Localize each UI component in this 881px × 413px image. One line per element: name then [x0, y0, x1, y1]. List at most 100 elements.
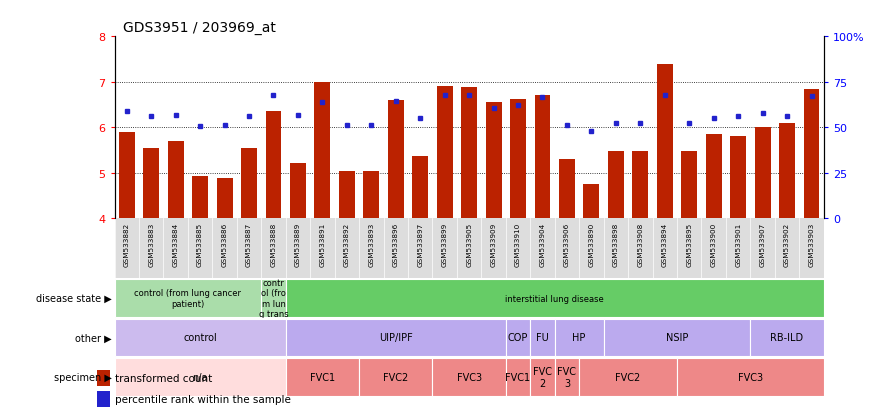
- Text: FVC
2: FVC 2: [533, 366, 552, 388]
- Text: FVC3: FVC3: [737, 372, 763, 382]
- Text: GSM533904: GSM533904: [539, 222, 545, 266]
- Bar: [119, 133, 135, 219]
- Text: GSM533892: GSM533892: [344, 222, 350, 266]
- Text: control: control: [183, 332, 217, 343]
- Text: GSM533903: GSM533903: [809, 222, 815, 266]
- Bar: [339, 171, 355, 219]
- Text: GSM533896: GSM533896: [393, 222, 399, 266]
- Bar: [583, 185, 599, 219]
- Bar: [706, 135, 722, 219]
- Bar: [530, 358, 555, 396]
- Bar: [461, 88, 478, 219]
- Text: disease state ▶: disease state ▶: [36, 293, 112, 304]
- Bar: [555, 358, 579, 396]
- Bar: [510, 100, 526, 219]
- Bar: [290, 164, 306, 219]
- Bar: [285, 280, 824, 317]
- Text: GSM533910: GSM533910: [515, 222, 521, 266]
- Bar: [437, 87, 453, 219]
- Text: GSM533894: GSM533894: [662, 222, 668, 266]
- Bar: [633, 152, 648, 219]
- Text: COP: COP: [507, 332, 529, 343]
- Bar: [608, 152, 624, 219]
- Bar: [388, 101, 403, 219]
- Bar: [285, 358, 359, 396]
- Text: GSM533906: GSM533906: [564, 222, 570, 266]
- Text: interstitial lung disease: interstitial lung disease: [506, 294, 604, 303]
- Text: FVC3: FVC3: [456, 372, 482, 382]
- Bar: [603, 319, 751, 356]
- Bar: [555, 319, 603, 356]
- Text: GSM533891: GSM533891: [320, 222, 325, 266]
- Text: GSM533885: GSM533885: [197, 222, 204, 266]
- Bar: [285, 319, 506, 356]
- Text: GSM533888: GSM533888: [270, 222, 277, 266]
- Text: FU: FU: [537, 332, 549, 343]
- Text: FVC
3: FVC 3: [558, 366, 576, 388]
- Bar: [97, 370, 110, 386]
- Text: FVC1: FVC1: [310, 372, 335, 382]
- Text: GSM533900: GSM533900: [711, 222, 716, 266]
- Text: GSM533908: GSM533908: [637, 222, 643, 266]
- Text: GSM533883: GSM533883: [148, 222, 154, 266]
- Text: GSM533902: GSM533902: [784, 222, 790, 266]
- Text: GSM533898: GSM533898: [613, 222, 618, 266]
- Bar: [730, 136, 746, 219]
- Bar: [535, 96, 551, 219]
- Bar: [363, 171, 379, 219]
- Text: FVC2: FVC2: [616, 372, 640, 382]
- Text: GSM533901: GSM533901: [735, 222, 741, 266]
- Text: GSM533895: GSM533895: [686, 222, 692, 266]
- Bar: [192, 177, 208, 219]
- Bar: [681, 152, 697, 219]
- Bar: [115, 319, 285, 356]
- Text: GSM533884: GSM533884: [173, 222, 179, 266]
- Bar: [677, 358, 824, 396]
- Bar: [579, 358, 677, 396]
- Text: control (from lung cancer
patient): control (from lung cancer patient): [135, 289, 241, 308]
- Text: GSM533909: GSM533909: [491, 222, 497, 266]
- Bar: [751, 319, 824, 356]
- Bar: [506, 319, 530, 356]
- Bar: [559, 160, 575, 219]
- Text: FVC2: FVC2: [383, 372, 409, 382]
- Bar: [144, 148, 159, 219]
- Text: GSM533899: GSM533899: [441, 222, 448, 266]
- Bar: [755, 128, 771, 219]
- Bar: [433, 358, 506, 396]
- Bar: [217, 179, 233, 219]
- Bar: [779, 123, 795, 219]
- Text: transformed count: transformed count: [115, 373, 212, 383]
- Bar: [530, 319, 555, 356]
- Bar: [412, 156, 428, 219]
- Text: GSM533889: GSM533889: [295, 222, 301, 266]
- Bar: [265, 112, 281, 219]
- Bar: [315, 83, 330, 219]
- Bar: [115, 358, 285, 396]
- Bar: [115, 280, 262, 317]
- Text: GSM533897: GSM533897: [418, 222, 423, 266]
- Bar: [485, 103, 501, 219]
- Text: GSM533886: GSM533886: [222, 222, 227, 266]
- Text: GDS3951 / 203969_at: GDS3951 / 203969_at: [123, 21, 277, 35]
- Text: RB-ILD: RB-ILD: [771, 332, 803, 343]
- Bar: [262, 280, 285, 317]
- Text: GSM533887: GSM533887: [246, 222, 252, 266]
- Bar: [167, 142, 183, 219]
- Text: GSM533905: GSM533905: [466, 222, 472, 266]
- Text: specimen ▶: specimen ▶: [54, 372, 112, 382]
- Text: NSIP: NSIP: [666, 332, 688, 343]
- Text: GSM533890: GSM533890: [589, 222, 595, 266]
- Bar: [241, 148, 257, 219]
- Text: contr
ol (fro
m lun
g trans: contr ol (fro m lun g trans: [259, 278, 288, 318]
- Bar: [803, 90, 819, 219]
- Text: UIP/IPF: UIP/IPF: [379, 332, 412, 343]
- Bar: [657, 64, 673, 219]
- Text: percentile rank within the sample: percentile rank within the sample: [115, 394, 291, 404]
- Text: FVC1: FVC1: [506, 372, 530, 382]
- Text: GSM533907: GSM533907: [759, 222, 766, 266]
- Text: HP: HP: [573, 332, 586, 343]
- Text: other ▶: other ▶: [75, 332, 112, 343]
- Text: GSM533882: GSM533882: [123, 222, 130, 266]
- Text: GSM533893: GSM533893: [368, 222, 374, 266]
